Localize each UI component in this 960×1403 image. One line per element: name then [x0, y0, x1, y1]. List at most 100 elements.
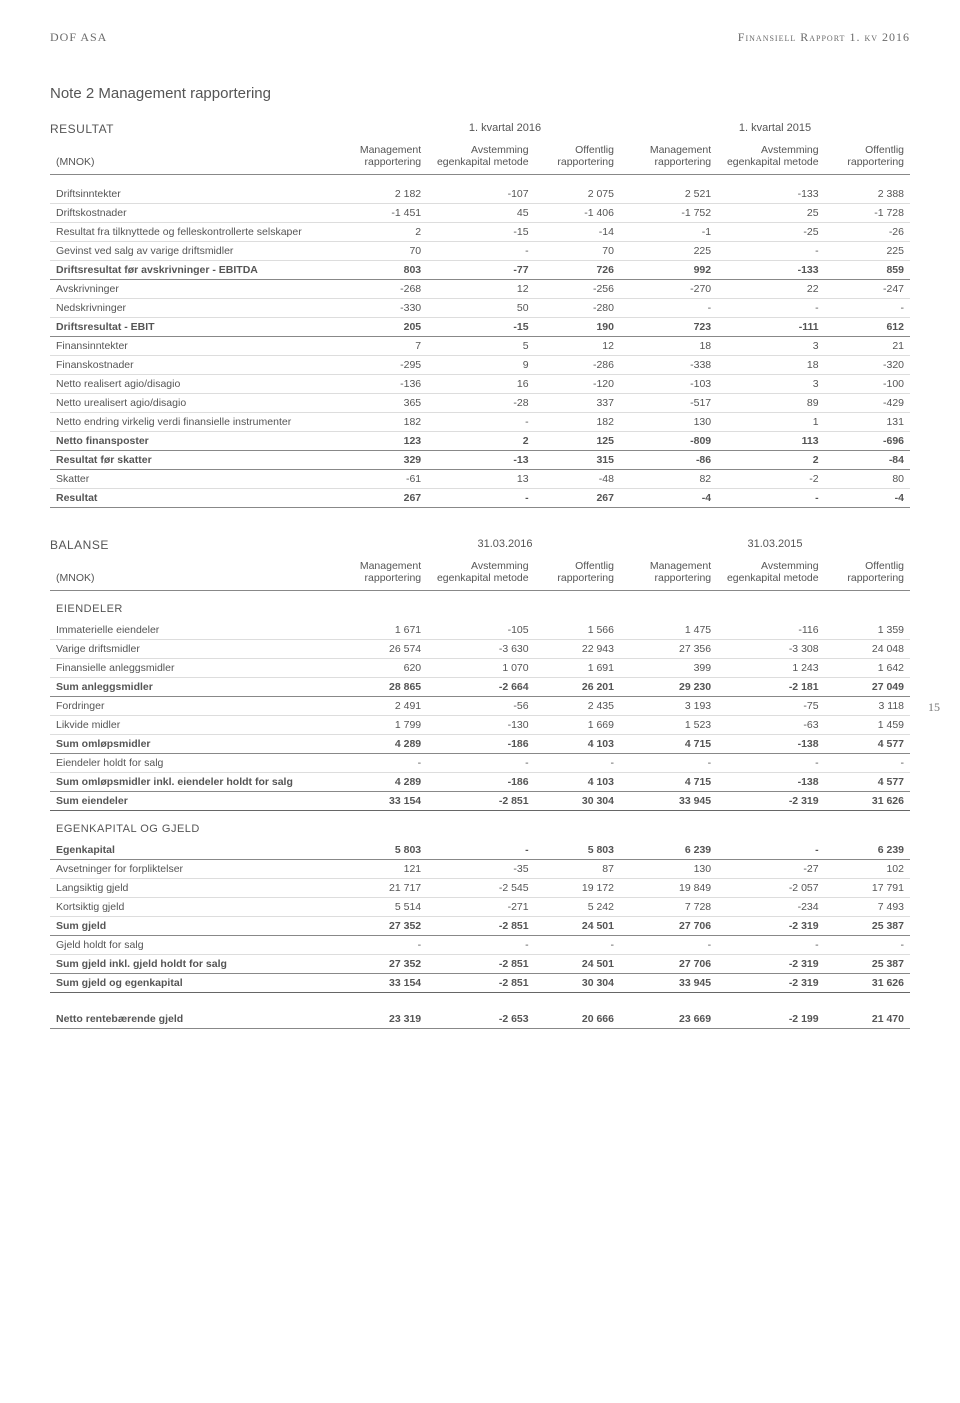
cell: -116	[717, 621, 824, 640]
table-row: Likvide midler1 799-1301 6691 523-631 45…	[50, 715, 910, 734]
cell: -	[427, 488, 534, 507]
table-row: Immaterielle eiendeler1 671-1051 5661 47…	[50, 621, 910, 640]
cell: 267	[535, 488, 620, 507]
table-row: Sum eiendeler33 154-2 85130 30433 945-2 …	[50, 791, 910, 810]
cell: 16	[427, 374, 534, 393]
unit-label: (MNOK)	[50, 140, 330, 175]
cell: 89	[717, 393, 824, 412]
row-label: Sum omløpsmidler	[50, 734, 330, 753]
cell: -63	[717, 715, 824, 734]
table-row: Varige driftsmidler26 574-3 63022 94327 …	[50, 639, 910, 658]
cell: -136	[330, 374, 427, 393]
cell: 30 304	[535, 973, 620, 992]
cell: -2 664	[427, 677, 534, 696]
row-label: Driftsresultat - EBIT	[50, 317, 330, 336]
cell: -56	[427, 696, 534, 715]
resultat-table: (MNOK) Management rapportering Avstemmin…	[50, 140, 910, 508]
cell: 22 943	[535, 639, 620, 658]
cell: 123	[330, 431, 427, 450]
table-row: Sum omløpsmidler inkl. eiendeler holdt f…	[50, 772, 910, 791]
cell: -2	[717, 469, 824, 488]
cell: -	[427, 412, 534, 431]
cell: -320	[825, 355, 910, 374]
cell: -2 319	[717, 791, 824, 810]
table-row: Driftskostnader-1 45145-1 406-1 75225-1 …	[50, 203, 910, 222]
cell: 4 103	[535, 734, 620, 753]
row-label: Netto finansposter	[50, 431, 330, 450]
cell: 5	[427, 336, 534, 355]
cell: 28 865	[330, 677, 427, 696]
table-row: Driftsresultat før avskrivninger - EBITD…	[50, 260, 910, 279]
cell: 2	[717, 450, 824, 469]
cell: -809	[620, 431, 717, 450]
cell: -61	[330, 469, 427, 488]
row-label: Immaterielle eiendeler	[50, 621, 330, 640]
table-row: Sum gjeld27 352-2 85124 50127 706-2 3192…	[50, 916, 910, 935]
cell: -75	[717, 696, 824, 715]
row-label: Sum anleggsmidler	[50, 677, 330, 696]
table-row: Egenkapital5 803-5 8036 239-6 239	[50, 841, 910, 860]
row-label: Resultat før skatter	[50, 450, 330, 469]
cell: 2	[330, 222, 427, 241]
cell: 19 172	[535, 878, 620, 897]
table-row: Netto urealisert agio/disagio365-28337-5…	[50, 393, 910, 412]
row-label: Likvide midler	[50, 715, 330, 734]
cell: 2 521	[620, 185, 717, 204]
resultat-period1: 1. kvartal 2016	[370, 122, 640, 136]
row-label: Varige driftsmidler	[50, 639, 330, 658]
cell: -27	[717, 859, 824, 878]
cell: -138	[717, 772, 824, 791]
cell: 6 239	[620, 841, 717, 860]
note-title: Note 2 Management rapportering	[50, 85, 910, 102]
table-row: Resultat fra tilknyttede og felleskontro…	[50, 222, 910, 241]
balanse-period2: 31.03.2015	[640, 538, 910, 552]
table-row: Eiendeler holdt for salg------	[50, 753, 910, 772]
cell: 399	[620, 658, 717, 677]
cell: -	[427, 753, 534, 772]
cell: -107	[427, 185, 534, 204]
table-row: Gjeld holdt for salg------	[50, 935, 910, 954]
cell: 70	[330, 241, 427, 260]
cell: 1 459	[825, 715, 910, 734]
row-label: Finansinntekter	[50, 336, 330, 355]
row-label: Eiendeler holdt for salg	[50, 753, 330, 772]
row-label: Netto endring virkelig verdi finansielle…	[50, 412, 330, 431]
cell: 27 706	[620, 954, 717, 973]
table-row: Finansielle anleggsmidler6201 0701 69139…	[50, 658, 910, 677]
page-number: 15	[928, 700, 940, 715]
cell: -133	[717, 260, 824, 279]
cell: 726	[535, 260, 620, 279]
balanse-table: (MNOK) Management rapportering Avstemmin…	[50, 556, 910, 1029]
row-label: Resultat fra tilknyttede og felleskontro…	[50, 222, 330, 241]
cell: 803	[330, 260, 427, 279]
cell: -295	[330, 355, 427, 374]
cell: 25 387	[825, 916, 910, 935]
row-label: Kortsiktig gjeld	[50, 897, 330, 916]
cell: 992	[620, 260, 717, 279]
section-title: EIENDELER	[50, 590, 910, 621]
resultat-label: RESULTAT	[50, 122, 370, 136]
cell: 1 691	[535, 658, 620, 677]
row-label: Fordringer	[50, 696, 330, 715]
resultat-period2: 1. kvartal 2015	[640, 122, 910, 136]
col-4: Management rapportering	[620, 140, 717, 175]
row-label: Finanskostnader	[50, 355, 330, 374]
header-right: Finansiell Rapport 1. kv 2016	[738, 30, 910, 45]
cell: -	[717, 841, 824, 860]
cell: 18	[620, 336, 717, 355]
cell: 33 945	[620, 973, 717, 992]
cell: -130	[427, 715, 534, 734]
balanse-header: BALANSE 31.03.2016 31.03.2015	[50, 538, 910, 552]
cell: -138	[717, 734, 824, 753]
cell: 24 048	[825, 639, 910, 658]
table-row: Finanskostnader-2959-286-33818-320	[50, 355, 910, 374]
row-label: Driftsinntekter	[50, 185, 330, 204]
table-row: Langsiktig gjeld21 717-2 54519 17219 849…	[50, 878, 910, 897]
cell: -	[330, 753, 427, 772]
cell: -	[825, 298, 910, 317]
cell: 612	[825, 317, 910, 336]
cell: 33 945	[620, 791, 717, 810]
table-row: Netto finansposter1232125-809113-696	[50, 431, 910, 450]
resultat-col-header: (MNOK) Management rapportering Avstemmin…	[50, 140, 910, 175]
page-header: DOF ASA Finansiell Rapport 1. kv 2016	[50, 30, 910, 45]
